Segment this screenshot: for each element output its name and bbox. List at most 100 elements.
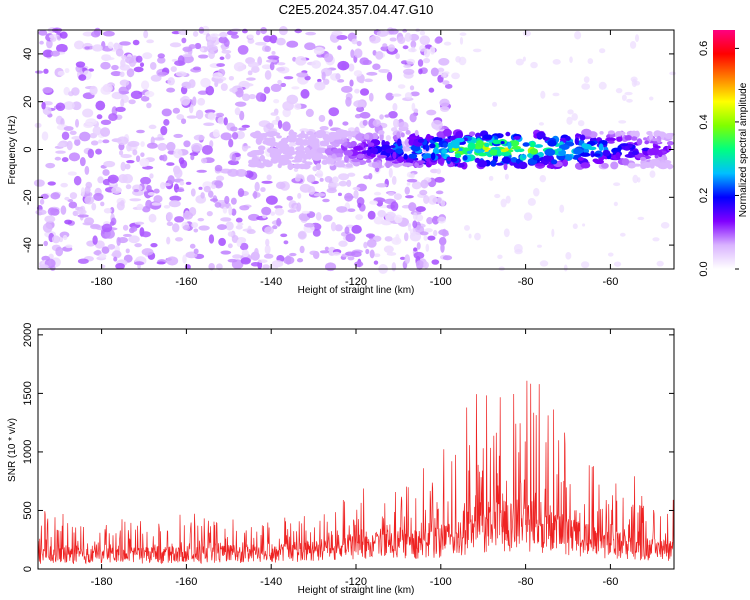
heatmap-cell <box>620 131 626 135</box>
heatmap-cell <box>227 231 234 237</box>
spectrogram-x-tick-label: -60 <box>602 276 618 288</box>
heatmap-cell <box>484 142 490 148</box>
heatmap-cell <box>366 238 377 248</box>
heatmap-cell <box>558 144 570 151</box>
heatmap-cell <box>197 217 205 222</box>
heatmap-cell <box>179 180 185 186</box>
heatmap-cell <box>367 142 375 147</box>
heatmap-cell <box>403 232 409 242</box>
heatmap-cell <box>454 153 462 159</box>
heatmap-cell <box>626 98 633 103</box>
heatmap-cell <box>143 30 149 39</box>
heatmap-cell <box>264 161 273 168</box>
heatmap-cell <box>552 92 560 97</box>
heatmap-cell <box>150 202 162 206</box>
heatmap-cell <box>338 180 348 187</box>
heatmap-cell <box>197 54 209 59</box>
heatmap-cell <box>100 61 111 70</box>
heatmap-cell <box>140 141 145 147</box>
heatmap-cell <box>126 68 135 78</box>
heatmap-cell <box>182 224 191 231</box>
heatmap-cell <box>317 78 322 83</box>
heatmap-cell <box>200 47 205 52</box>
heatmap-cell <box>377 160 383 169</box>
heatmap-cell <box>188 79 196 89</box>
heatmap-cell <box>182 254 187 264</box>
heatmap-cell <box>409 113 417 123</box>
heatmap-cell <box>203 122 215 126</box>
heatmap-cell <box>208 234 215 244</box>
heatmap-cell <box>366 71 378 76</box>
heatmap-cell <box>398 121 409 131</box>
heatmap-cell <box>538 122 545 126</box>
heatmap-cell <box>405 195 414 199</box>
heatmap-cell <box>423 261 429 269</box>
heatmap-cell <box>54 156 62 161</box>
heatmap-cell <box>89 85 98 96</box>
heatmap-cell <box>424 228 433 233</box>
heatmap-cell <box>127 140 140 148</box>
heatmap-cell <box>630 76 638 83</box>
heatmap-cell <box>391 237 402 245</box>
heatmap-cell <box>632 174 639 184</box>
heatmap-cell <box>167 77 175 86</box>
heatmap-cell <box>51 235 61 244</box>
heatmap-cell <box>262 264 270 270</box>
heatmap-cell <box>336 206 348 213</box>
heatmap-cell <box>278 26 288 36</box>
heatmap-cell <box>599 131 604 135</box>
heatmap-cell <box>657 150 663 158</box>
heatmap-cell <box>295 56 307 66</box>
heatmap-cell <box>42 222 53 233</box>
heatmap-cell <box>177 55 185 66</box>
heatmap-cell <box>239 242 249 251</box>
heatmap-cell <box>153 137 165 141</box>
heatmap-cell <box>601 162 609 169</box>
heatmap-cell <box>494 193 501 199</box>
heatmap-cell <box>262 159 267 164</box>
heatmap-cell <box>390 201 399 212</box>
heatmap-cell <box>157 53 165 59</box>
heatmap-cell <box>342 121 349 126</box>
heatmap-cell <box>359 57 370 66</box>
heatmap-cell <box>303 222 315 228</box>
heatmap-cell <box>235 224 243 230</box>
heatmap-cell <box>347 256 355 261</box>
heatmap-cell <box>345 163 353 168</box>
heatmap-cell <box>423 48 431 58</box>
spectrogram-x-tick-label: -180 <box>91 276 113 288</box>
heatmap-cell <box>634 130 640 138</box>
heatmap-cell <box>467 142 476 150</box>
heatmap-cell <box>385 135 392 141</box>
heatmap-cell <box>319 250 330 254</box>
heatmap-cell <box>438 237 447 246</box>
heatmap-cell <box>95 148 102 155</box>
heatmap-cell <box>266 174 272 181</box>
heatmap-cell <box>393 193 402 201</box>
heatmap-cell <box>365 248 370 255</box>
heatmap-cell <box>231 131 239 140</box>
heatmap-cell <box>146 184 152 192</box>
heatmap-cell <box>463 137 468 142</box>
heatmap-cell <box>115 48 124 57</box>
heatmap-cell <box>61 131 70 140</box>
spectrogram-y-tick-label: 0 <box>22 146 34 152</box>
heatmap-cell <box>569 56 573 63</box>
heatmap-cell <box>300 130 305 139</box>
heatmap-cell <box>292 163 302 169</box>
heatmap-cell <box>293 102 302 110</box>
heatmap-cell <box>55 102 66 112</box>
heatmap-cell <box>369 200 379 205</box>
heatmap-cell <box>656 260 664 267</box>
heatmap-cell <box>349 79 354 87</box>
heatmap-cell <box>337 60 350 71</box>
heatmap-cell <box>111 186 122 194</box>
spectrogram-y-tick-label: 40 <box>22 48 34 60</box>
heatmap-cell <box>140 80 150 90</box>
snr-y-tick-label: 500 <box>22 501 34 519</box>
heatmap-cell <box>200 157 208 164</box>
heatmap-cell <box>478 152 488 157</box>
heatmap-cell <box>102 139 110 144</box>
heatmap-cell <box>260 27 268 35</box>
heatmap-cell <box>71 87 80 96</box>
